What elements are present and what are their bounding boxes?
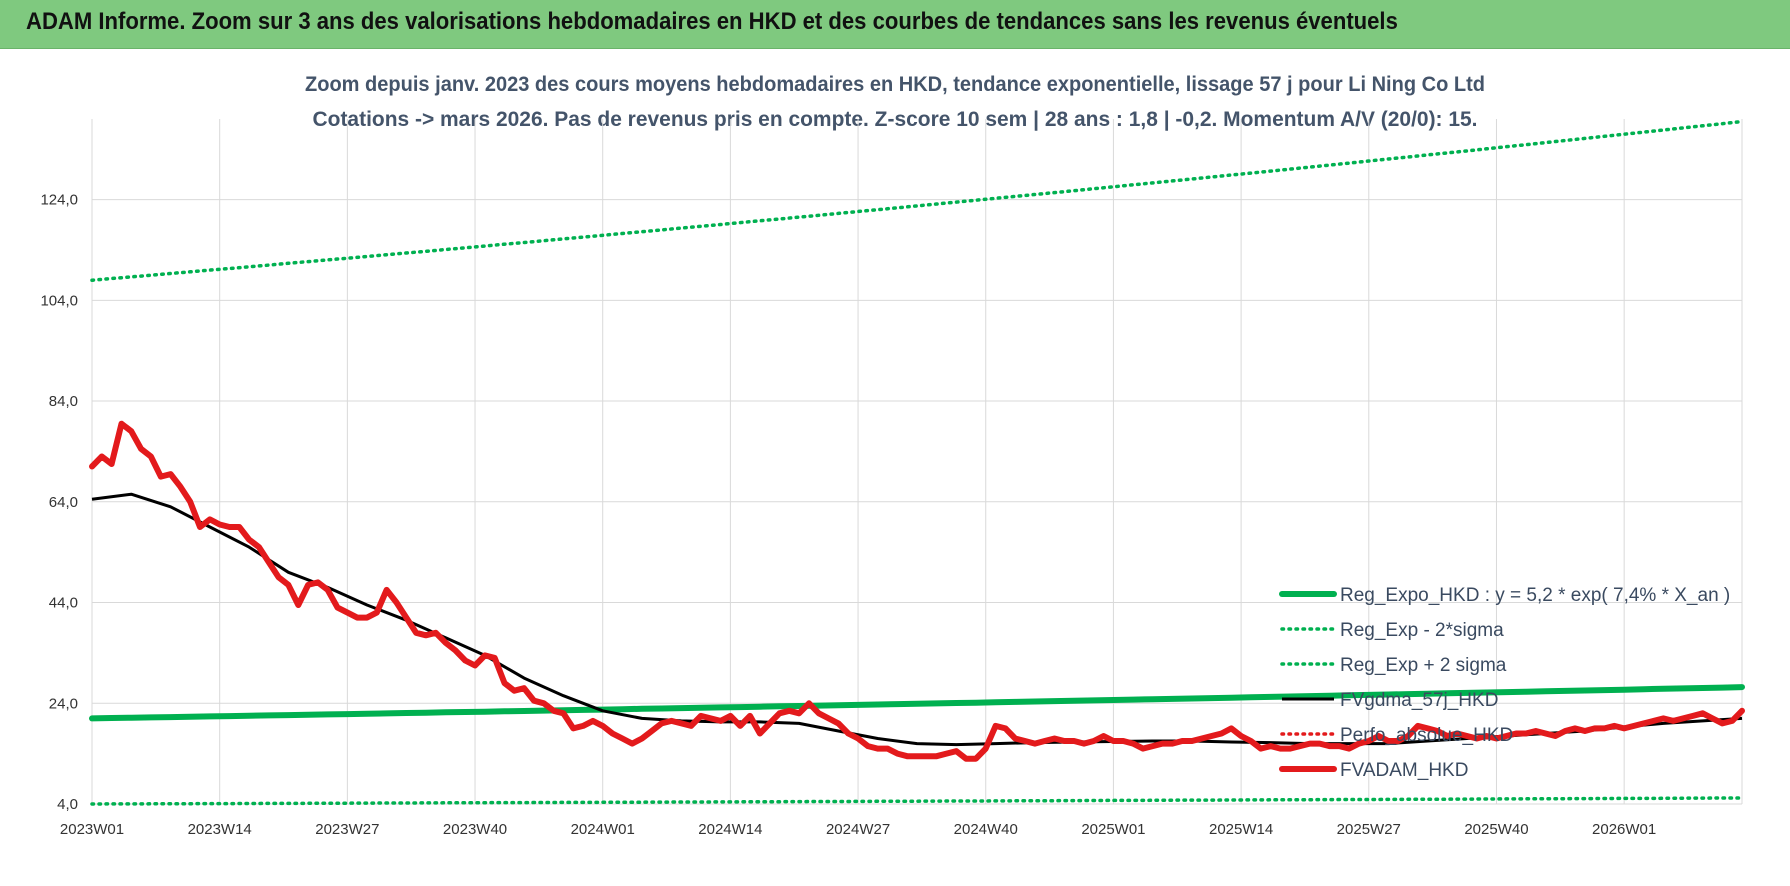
x-tick-label: 2025W01 — [1081, 821, 1145, 838]
legend: Reg_Expo_HKD : y = 5,2 * exp( 7,4% * X_a… — [1279, 585, 1730, 781]
y-tick-label: 64,0 — [49, 494, 78, 511]
chart-frame: Zoom depuis janv. 2023 des cours moyens … — [0, 49, 1790, 886]
x-tick-label: 2025W27 — [1337, 821, 1401, 838]
y-tick-label: 104,0 — [40, 292, 78, 309]
y-tick-label: 24,0 — [49, 695, 78, 712]
axis-labels: 4,0 24,0 44,0 64,0 84,0 104,0 124,0 2023W01 2023… — [40, 192, 1656, 838]
series-line-reg-exp-2-sigma — [90, 119, 1744, 282]
gridlines — [91, 119, 1743, 805]
y-tick-label: 4,0 — [57, 796, 78, 813]
report-title: ADAM Informe. Zoom sur 3 ans des valoris… — [26, 8, 1398, 35]
x-tick-label: 2024W40 — [954, 821, 1018, 838]
x-tick-label: 2023W14 — [188, 821, 252, 838]
x-tick-label: 2023W40 — [443, 821, 507, 838]
x-tick-label: 2025W14 — [1209, 821, 1273, 838]
legend-entry-label: FVgdma_57j_HKD — [1340, 690, 1498, 711]
series-line-fvadam-hkd — [89, 420, 1745, 762]
y-tick-label: 124,0 — [40, 192, 78, 209]
x-tick-label: 2023W01 — [60, 821, 124, 838]
chart-svg: Zoom depuis janv. 2023 des cours moyens … — [40, 73, 1745, 838]
x-tick-label: 2024W14 — [698, 821, 762, 838]
legend-entry-label: Reg_Expo_HKD : y = 5,2 * exp( 7,4% * X_a… — [1340, 585, 1730, 606]
legend-entry-label: Reg_Exp + 2 sigma — [1340, 655, 1507, 676]
legend-entry-label: Reg_Exp - 2*sigma — [1340, 620, 1504, 641]
legend-entry-label: Perfo_absolue_HKD — [1340, 725, 1513, 746]
chart-title-line-1: Zoom depuis janv. 2023 des cours moyens … — [305, 73, 1485, 96]
x-tick-label: 2023W27 — [315, 821, 379, 838]
x-tick-label: 2026W01 — [1592, 821, 1656, 838]
series-line-reg-expo-hkd — [89, 684, 1745, 722]
legend-entry-label: FVADAM_HKD — [1340, 760, 1468, 781]
series-layer — [89, 119, 1745, 806]
chart-title-line-2: Cotations -> mars 2026. Pas de revenus p… — [313, 108, 1478, 131]
x-tick-label: 2024W01 — [571, 821, 635, 838]
x-tick-label: 2024W27 — [826, 821, 890, 838]
y-tick-label: 84,0 — [49, 393, 78, 410]
y-tick-label: 44,0 — [49, 595, 78, 612]
series-line-reg-exp-2-sigma — [90, 796, 1744, 806]
x-tick-label: 2025W40 — [1464, 821, 1528, 838]
report-banner: ADAM Informe. Zoom sur 3 ans des valoris… — [0, 0, 1790, 49]
